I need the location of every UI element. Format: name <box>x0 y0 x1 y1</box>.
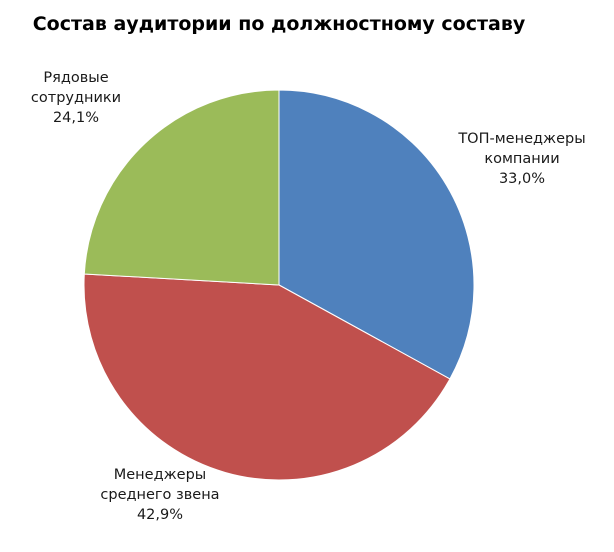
pie-slice-1 <box>278 89 475 380</box>
pie-slice-label-1: ТОП-менеджеры компании 33,0% <box>457 131 585 187</box>
pie-slice-label-3: Рядовые сотрудники 24,1% <box>31 70 121 126</box>
slice-percent: 33,0% <box>499 171 545 187</box>
slice-percent: 24,1% <box>53 110 99 126</box>
slice-category: компании <box>484 151 559 167</box>
pie-slice-2 <box>83 273 451 481</box>
chart-title: Состав аудитории по должностному составу <box>33 13 526 35</box>
pie-slice-3 <box>83 89 280 286</box>
slice-category: Менеджеры <box>114 467 207 483</box>
pie-slices <box>83 89 475 481</box>
pie-labels: ТОП-менеджеры компании 33,0% Менеджеры средн… <box>31 70 586 523</box>
slice-percent: 42,9% <box>137 507 183 523</box>
slice-category: сотрудники <box>31 90 121 106</box>
pie-slice-label-2: Менеджеры среднего звена 42,9% <box>100 467 219 523</box>
slice-category: среднего звена <box>100 487 219 503</box>
slice-category: ТОП-менеджеры <box>457 131 585 147</box>
slice-category: Рядовые <box>43 70 108 86</box>
